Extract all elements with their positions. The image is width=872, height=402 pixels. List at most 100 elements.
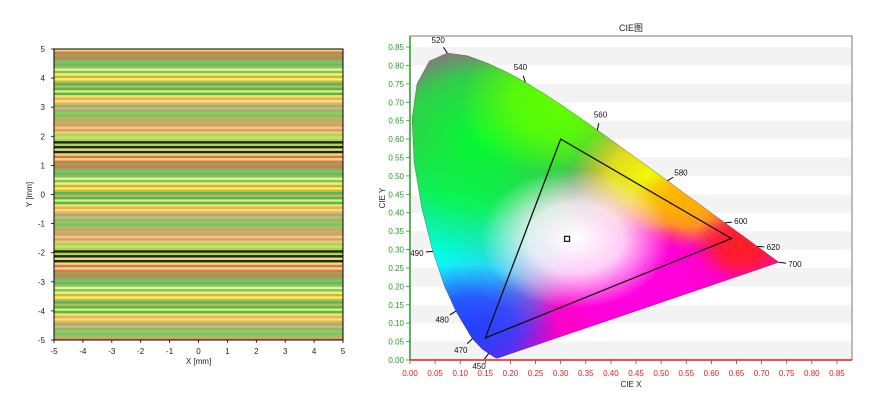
x-tick-label: 2: [254, 347, 259, 356]
stripe: [54, 177, 343, 181]
y-tick-label: 0.50: [388, 172, 404, 181]
y-tick-label: 0.30: [388, 246, 404, 255]
stripe: [54, 87, 343, 91]
stripe-heatmap-panel: -5 -4 -3 -2 -1 0 1 2 3 4 5 -5 -4 -3 -2 -1 0 1 2 3 4 5 X [mm]…: [25, 45, 346, 366]
stripe: [54, 80, 343, 84]
x-tick-label: 3: [283, 347, 288, 356]
stripe: [54, 90, 343, 94]
stripe: [54, 204, 343, 208]
color-gamut-triangle: [484, 138, 733, 340]
x-tick-label: -2: [137, 347, 145, 356]
stripe: [54, 223, 343, 227]
wavelength-tick: [442, 46, 448, 54]
stripe: [54, 124, 343, 127]
wavelength-label: 600: [734, 217, 748, 226]
stripe: [54, 238, 343, 241]
stripe: [54, 289, 343, 292]
stripe: [54, 141, 343, 144]
stripe: [54, 65, 343, 69]
wavelength-tick: [596, 123, 600, 131]
x-tick-label: 0.30: [553, 369, 569, 378]
x-tick-label: -1: [166, 347, 174, 356]
wavelength-label: 580: [674, 168, 688, 177]
background-band: [410, 65, 852, 84]
stripe: [54, 245, 343, 249]
stripe: [54, 182, 343, 186]
stripe: [54, 293, 343, 297]
stripe: [54, 262, 343, 266]
stripe: [54, 114, 343, 118]
stripe: [54, 240, 343, 244]
stripe: [54, 82, 343, 86]
stripe: [54, 61, 343, 64]
stripe: [54, 70, 343, 74]
wavelength-tick: [449, 310, 457, 316]
wavelength-label: 490: [410, 249, 424, 258]
x-tick-label: 0.50: [653, 369, 669, 378]
background-band: [410, 341, 852, 360]
stripe: [54, 102, 343, 106]
stripe: [54, 68, 343, 72]
stripe: [54, 58, 343, 62]
y-tick-label: 0.25: [388, 264, 404, 273]
stripe: [54, 148, 343, 152]
stripe: [54, 272, 343, 275]
x-tick-label: 0.60: [704, 369, 720, 378]
wavelength-tick: [484, 353, 490, 360]
stripe: [54, 320, 343, 324]
y-tick-label: -2: [38, 249, 46, 258]
cie-y-ticks: 0.00 0.05 0.10 0.15 0.20 0.25 0.30 0.35 0.40 0.45…: [388, 43, 410, 365]
chromaticity-blob: [480, 168, 672, 309]
heatmap-y-label: Y [mm]: [25, 182, 34, 207]
white-point-marker: [563, 235, 571, 242]
stripe: [54, 247, 343, 251]
y-tick-label: 0.60: [388, 135, 404, 144]
spectral-locus-outline: [411, 52, 780, 359]
stripe: [54, 121, 343, 125]
x-tick-label: 0.65: [729, 369, 745, 378]
stripe: [54, 73, 343, 77]
stripe: [54, 51, 343, 55]
stripe: [54, 298, 343, 302]
x-tick-label: -5: [50, 347, 58, 356]
x-tick-label: 0.75: [779, 369, 795, 378]
stripe: [54, 228, 343, 232]
stripe: [54, 95, 343, 98]
y-tick-label: 0.35: [388, 227, 404, 236]
y-tick-label: 5: [41, 45, 46, 54]
stripe: [54, 109, 343, 113]
stripe: [54, 284, 343, 288]
stripe: [54, 97, 343, 101]
stripe: [54, 172, 343, 176]
background-band: [410, 47, 852, 66]
stripe: [54, 53, 343, 57]
wavelength-label: 620: [767, 243, 781, 252]
stripe: [54, 274, 343, 278]
stripe: [54, 250, 343, 254]
x-tick-label: 0.35: [578, 369, 594, 378]
stripe: [54, 255, 343, 258]
stripe: [54, 78, 343, 81]
x-tick-label: -3: [108, 347, 116, 356]
stripe: [54, 211, 343, 215]
stripe: [54, 126, 343, 130]
stripe: [54, 158, 343, 161]
x-tick-label: 0.55: [678, 369, 694, 378]
stripe: [54, 138, 343, 142]
stripe: [54, 192, 343, 195]
y-tick-label: -5: [38, 336, 46, 345]
stripe: [54, 99, 343, 103]
stripe: [54, 310, 343, 314]
stripe-heatmap: [54, 49, 343, 341]
stripe: [54, 218, 343, 222]
stripe: [54, 209, 343, 212]
y-tick-label: 0.85: [388, 43, 404, 52]
stripe: [54, 196, 343, 200]
stripe: [54, 49, 343, 52]
stripe: [54, 119, 343, 123]
stripe: [54, 160, 343, 164]
wavelength-tick: [724, 221, 732, 224]
x-tick-label: 0.25: [528, 369, 544, 378]
y-tick-label: 0: [41, 191, 46, 200]
